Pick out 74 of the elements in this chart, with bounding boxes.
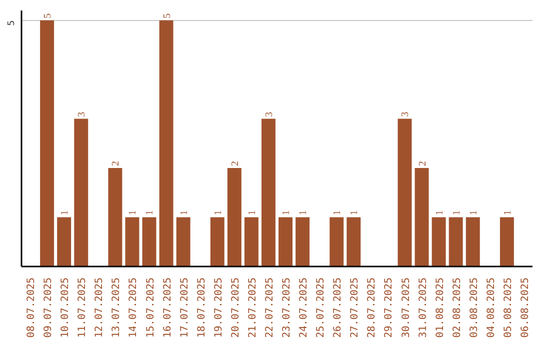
data-label: 1 — [60, 210, 71, 216]
data-label: 1 — [298, 210, 310, 216]
data-label: 1 — [212, 210, 224, 216]
bar — [176, 217, 190, 266]
bar — [296, 217, 310, 266]
bar — [227, 168, 242, 266]
data-label: 1 — [128, 210, 139, 216]
bar — [244, 217, 258, 266]
x-tick-label: 08.07.2025 — [26, 277, 38, 338]
x-tick-label: 20.07.2025 — [230, 277, 242, 338]
data-label: 1 — [332, 210, 344, 216]
x-tick-label: 21.07.2025 — [247, 277, 258, 338]
bar — [346, 217, 361, 266]
x-tick-label: 13.07.2025 — [111, 277, 122, 338]
bar — [466, 217, 480, 266]
x-tick-label: 10.07.2025 — [60, 277, 72, 338]
bar — [159, 20, 174, 266]
data-label: 1 — [178, 210, 190, 216]
bar — [414, 168, 429, 266]
x-tick-label: 19.07.2025 — [213, 277, 224, 338]
x-tick-label: 25.07.2025 — [316, 277, 327, 338]
bar — [432, 217, 446, 266]
bar — [448, 217, 463, 266]
x-tick-label: 03.08.2025 — [468, 277, 480, 338]
x-tick-label: 18.07.2025 — [196, 277, 208, 338]
data-label: 3 — [400, 112, 412, 117]
data-label: 1 — [144, 210, 156, 216]
x-tick-label: 27.07.2025 — [350, 277, 361, 338]
x-tick-label: 30.07.2025 — [400, 277, 412, 338]
bar — [40, 20, 54, 266]
x-tick-label: 09.07.2025 — [43, 277, 54, 338]
data-label: 2 — [110, 161, 122, 166]
bar — [500, 217, 514, 266]
data-label: 5 — [162, 13, 173, 18]
x-tick-label: 26.07.2025 — [332, 277, 344, 338]
x-tick-label: 24.07.2025 — [298, 277, 310, 338]
data-label: 5 — [42, 13, 54, 18]
x-tick-label: 28.07.2025 — [366, 277, 378, 338]
x-tick-label: 16.07.2025 — [162, 277, 174, 338]
bar — [142, 217, 156, 266]
bar — [262, 118, 276, 266]
x-tick-label: 22.07.2025 — [264, 277, 276, 338]
data-label: 2 — [230, 161, 241, 166]
x-tick-label: 04.08.2025 — [486, 277, 497, 338]
data-label: 1 — [502, 210, 514, 216]
bar — [210, 217, 224, 266]
x-tick-label: 06.08.2025 — [520, 277, 531, 338]
data-label: 1 — [434, 210, 446, 216]
bar — [108, 168, 122, 266]
x-tick-label: 14.07.2025 — [128, 277, 140, 338]
x-tick-label: 29.07.2025 — [384, 277, 395, 338]
x-tick-label: 23.07.2025 — [282, 277, 293, 338]
data-label: 1 — [451, 210, 462, 216]
data-label: 1 — [468, 210, 480, 216]
x-tick-label: 15.07.2025 — [145, 277, 156, 338]
x-tick-label: 17.07.2025 — [179, 277, 190, 338]
data-label: 1 — [246, 210, 258, 216]
bar — [57, 217, 72, 266]
bar — [74, 118, 88, 266]
data-label: 2 — [417, 161, 428, 166]
x-tick-label: 05.08.2025 — [502, 277, 514, 338]
data-label: 3 — [76, 112, 88, 117]
bar — [125, 217, 140, 266]
x-tick-label: 31.07.2025 — [418, 277, 429, 338]
x-tick-label: 02.08.2025 — [452, 277, 463, 338]
data-label: 1 — [349, 210, 360, 216]
data-label: 3 — [264, 112, 275, 117]
bar — [398, 118, 412, 266]
x-tick-label: 01.08.2025 — [434, 277, 446, 338]
data-label: 1 — [281, 210, 292, 216]
bar — [278, 217, 292, 266]
bar — [330, 217, 344, 266]
x-tick-label: 11.07.2025 — [77, 277, 88, 338]
x-tick-label: 12.07.2025 — [94, 277, 106, 338]
